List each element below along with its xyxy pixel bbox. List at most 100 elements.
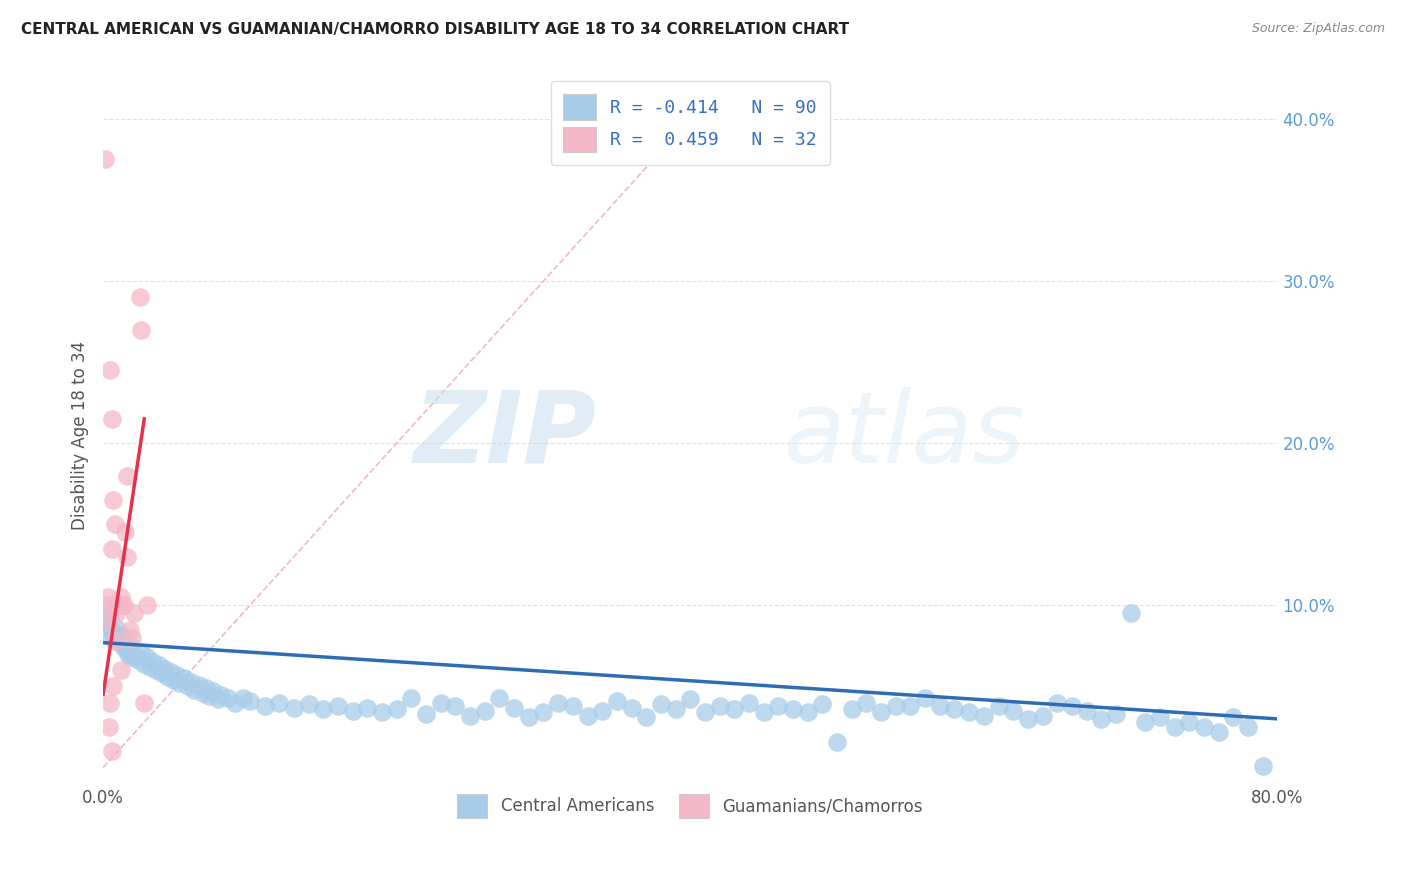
Point (312, 702, 335, 716)
Point (738, 696, 761, 710)
Point (98, 720, 121, 734)
Point (142, 655, 165, 669)
Point (104, 634, 127, 648)
Point (114, 635, 136, 649)
Point (547, 696, 569, 710)
Point (103, 492, 125, 507)
Point (870, 706, 893, 720)
Point (401, 690, 423, 705)
Point (723, 702, 745, 716)
Legend: Central Americans, Guamanians/Chamorros: Central Americans, Guamanians/Chamorros (451, 788, 929, 824)
Point (98, 617, 121, 632)
Point (114, 525, 136, 540)
Point (606, 694, 628, 708)
Point (1222, 710, 1244, 724)
Point (620, 700, 643, 714)
Point (1149, 710, 1171, 724)
Point (191, 686, 214, 700)
Point (111, 599, 134, 613)
Point (110, 591, 132, 605)
Point (987, 698, 1010, 713)
Point (108, 634, 131, 648)
Point (166, 668, 188, 682)
Point (503, 700, 526, 714)
Point (128, 290, 150, 304)
Point (928, 698, 950, 713)
Point (94, 615, 117, 629)
Point (148, 658, 170, 673)
Point (371, 706, 394, 720)
Point (356, 700, 378, 714)
Point (665, 702, 688, 716)
Point (709, 698, 731, 713)
Point (943, 702, 966, 716)
Point (1119, 607, 1142, 621)
Point (118, 623, 141, 637)
Point (458, 708, 481, 723)
Point (93, 153, 115, 167)
Point (96, 591, 118, 605)
Point (283, 700, 305, 714)
Point (914, 690, 936, 705)
Point (112, 599, 135, 613)
Point (104, 632, 127, 647)
Point (855, 696, 877, 710)
Point (136, 599, 159, 613)
Point (768, 698, 790, 713)
Point (173, 671, 195, 685)
Point (752, 706, 775, 720)
Point (187, 678, 209, 692)
Point (209, 688, 232, 702)
Point (488, 690, 510, 705)
Point (1090, 712, 1112, 726)
Point (104, 517, 127, 532)
Point (96, 623, 118, 637)
Point (93, 607, 115, 621)
Point (117, 647, 139, 661)
Point (159, 665, 181, 679)
Point (103, 680, 125, 694)
Point (115, 642, 138, 657)
Point (239, 694, 262, 708)
Point (636, 710, 658, 724)
Point (1251, 759, 1274, 773)
Point (415, 706, 437, 721)
Point (1046, 696, 1069, 710)
Point (591, 704, 613, 718)
Point (110, 663, 132, 677)
Point (474, 704, 496, 718)
Point (194, 681, 217, 695)
Point (105, 599, 128, 613)
Point (162, 673, 184, 687)
Point (177, 680, 200, 694)
Point (100, 696, 122, 710)
Point (111, 629, 134, 643)
Point (105, 607, 128, 621)
Point (118, 639, 141, 653)
Point (782, 702, 804, 716)
Point (180, 674, 202, 689)
Point (693, 706, 716, 720)
Point (100, 363, 122, 377)
Point (1237, 720, 1260, 734)
Point (444, 698, 467, 713)
Point (153, 662, 176, 676)
Point (134, 657, 156, 671)
Point (385, 702, 408, 716)
Point (217, 690, 239, 705)
Point (1002, 704, 1025, 718)
Text: CENTRAL AMERICAN VS GUAMANIAN/CHAMORRO DISABILITY AGE 18 TO 34 CORRELATION CHART: CENTRAL AMERICAN VS GUAMANIAN/CHAMORRO D… (21, 22, 849, 37)
Point (121, 631, 143, 645)
Point (101, 744, 124, 758)
Point (110, 637, 132, 651)
Point (96, 599, 118, 613)
Point (1017, 712, 1039, 726)
Point (107, 599, 129, 613)
Point (900, 698, 922, 713)
Point (120, 650, 142, 665)
Point (134, 696, 156, 710)
Point (112, 640, 135, 655)
Point (576, 708, 599, 723)
Point (145, 663, 167, 677)
Point (884, 698, 907, 713)
